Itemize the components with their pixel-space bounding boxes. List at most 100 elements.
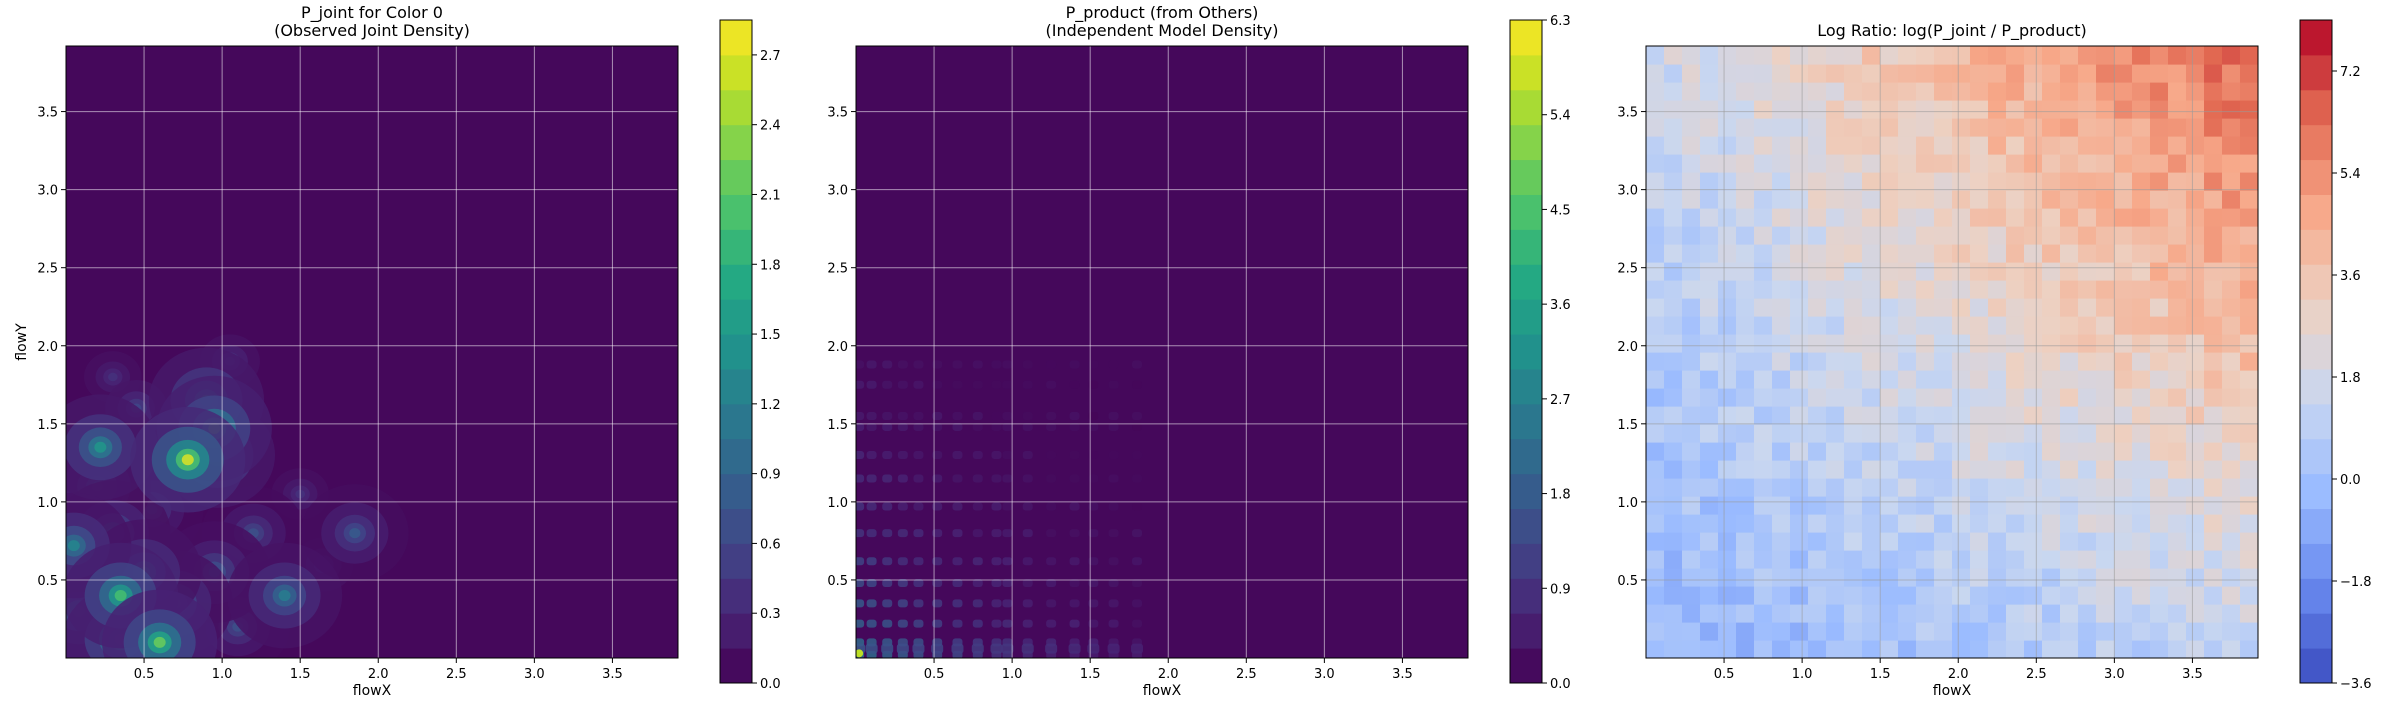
ratio-cell <box>2078 244 2097 263</box>
density-cell <box>952 502 963 511</box>
ratio-cell <box>1808 496 1827 515</box>
ratio-cell <box>2222 298 2241 317</box>
ratio-cell <box>1844 424 1863 443</box>
ratio-cell <box>1970 532 1989 551</box>
ratio-cell <box>2168 334 2187 353</box>
ratio-cell <box>2042 118 2061 137</box>
density-cell <box>882 422 893 431</box>
density-cell <box>882 599 893 608</box>
ratio-cell <box>2078 64 2097 83</box>
ratio-cell <box>1970 514 1989 533</box>
colorbar-level <box>1510 473 1542 510</box>
ratio-cell <box>1844 586 1863 605</box>
ratio-cell <box>2150 262 2169 281</box>
ratio-cell <box>1826 208 1845 227</box>
ratio-cell <box>1700 172 1719 191</box>
density-cell <box>882 557 893 566</box>
density-cell <box>1002 579 1013 588</box>
ratio-cell <box>1754 172 1773 191</box>
density-cell <box>856 422 865 431</box>
ratio-cell <box>1718 334 1737 353</box>
heatmap-background <box>856 46 1468 658</box>
ratio-cell <box>1952 424 1971 443</box>
ratio-cell <box>1862 298 1881 317</box>
density-cell <box>1069 579 1080 588</box>
ratio-cell <box>1952 478 1971 497</box>
ratio-cell <box>2168 406 2187 425</box>
ratio-cell <box>2132 406 2151 425</box>
density-cell <box>913 360 924 369</box>
ratio-cell <box>2150 406 2169 425</box>
ratio-cell <box>1952 118 1971 137</box>
ratio-cell <box>1754 406 1773 425</box>
colorbar-level <box>1510 648 1542 684</box>
ratio-cell <box>1952 604 1971 623</box>
ratio-cell <box>2096 352 2115 371</box>
ratio-cell <box>1844 208 1863 227</box>
ratio-cell <box>1988 352 2007 371</box>
ratio-cell <box>1898 136 1917 155</box>
y-tick-label: 0.5 <box>1617 574 1638 589</box>
ratio-cell <box>2168 118 2187 137</box>
ratio-cell <box>1772 442 1791 461</box>
ratio-cell <box>2204 568 2223 587</box>
ratio-cell <box>1682 514 1701 533</box>
density-peak <box>856 649 864 658</box>
ratio-cell <box>2132 244 2151 263</box>
ratio-cell <box>2240 424 2258 443</box>
density-hotspot <box>67 540 80 552</box>
ratio-cell <box>1700 442 1719 461</box>
ratio-cell <box>1772 622 1791 641</box>
density-cell <box>912 643 925 654</box>
ratio-cell <box>1790 226 1809 245</box>
ratio-cell <box>1808 298 1827 317</box>
ratio-cell <box>1790 424 1809 443</box>
ratio-cell <box>1970 586 1989 605</box>
ratio-cell <box>2042 352 2061 371</box>
ratio-cell <box>1664 424 1683 443</box>
ratio-cell <box>1988 640 2007 658</box>
colorbar-level <box>2300 473 2332 510</box>
ratio-cell <box>2006 172 2025 191</box>
ratio-cell <box>2096 46 2115 65</box>
ratio-cell <box>1718 64 1737 83</box>
colorbar-level <box>720 508 752 544</box>
ratio-cell <box>1898 64 1917 83</box>
ratio-cell <box>1682 604 1701 623</box>
y-tick-label: 1.5 <box>37 418 58 433</box>
ratio-cell <box>1772 424 1791 443</box>
colorbar-level <box>1510 54 1542 91</box>
ratio-cell <box>2078 622 2097 641</box>
ratio-cell <box>2150 154 2169 173</box>
density-cell <box>972 474 983 483</box>
ratio-cell <box>1682 82 1701 101</box>
y-tick-label: 1.0 <box>37 496 58 511</box>
density-cell <box>1132 502 1143 511</box>
ratio-cell <box>1772 370 1791 389</box>
density-cell <box>1046 360 1057 369</box>
ratio-cell <box>2132 64 2151 83</box>
x-tick-label: 3.5 <box>602 667 623 682</box>
ratio-cell <box>1682 298 1701 317</box>
ratio-cell <box>1862 244 1881 263</box>
ratio-cell <box>1736 298 1755 317</box>
ratio-cell <box>1736 262 1755 281</box>
colorbar-tick-label: 2.4 <box>760 119 781 134</box>
ratio-cell <box>2060 604 2079 623</box>
ratio-cell <box>1790 640 1809 658</box>
ratio-cell <box>1970 370 1989 389</box>
ratio-cell <box>1682 532 1701 551</box>
density-cell <box>932 557 943 566</box>
ratio-cell <box>2150 334 2169 353</box>
ratio-cell <box>1700 226 1719 245</box>
ratio-cell <box>1646 118 1665 137</box>
ratio-cell <box>1700 640 1719 658</box>
ratio-cell <box>1952 334 1971 353</box>
ratio-cell <box>2114 496 2133 515</box>
ratio-cell <box>1736 244 1755 263</box>
density-cell <box>952 557 963 566</box>
x-tick-label: 3.0 <box>2104 667 2125 682</box>
ratio-cell <box>1880 496 1899 515</box>
ratio-cell <box>2078 550 2097 569</box>
density-cell <box>866 619 877 628</box>
